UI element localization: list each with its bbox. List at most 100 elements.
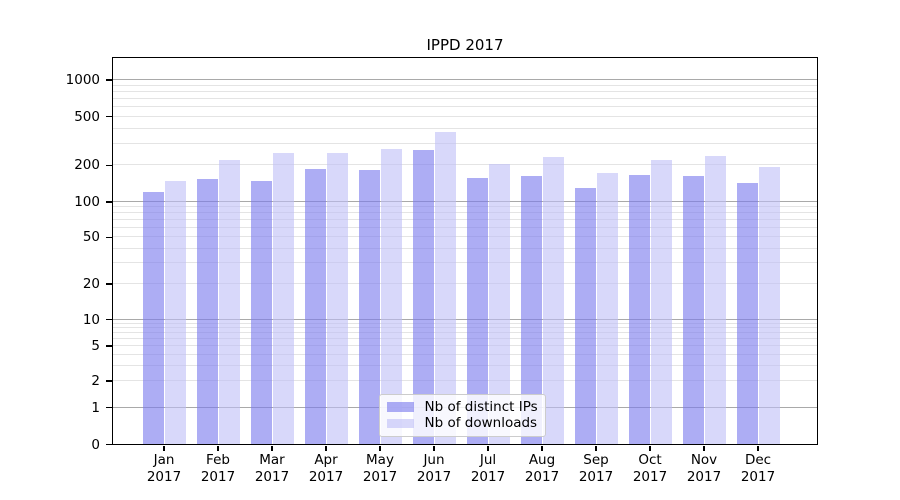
xtick-label-may: May 2017 bbox=[362, 452, 398, 485]
bar-jun-downloads bbox=[434, 132, 457, 444]
xtick-label-jun: Jun 2017 bbox=[416, 452, 452, 485]
bar-may-distinct-ips bbox=[358, 170, 381, 444]
legend-row-downloads: Nb of downloads bbox=[386, 415, 538, 432]
xtick-label-oct: Oct 2017 bbox=[632, 452, 668, 485]
bar-layer bbox=[113, 58, 817, 444]
bar-mar-distinct-ips bbox=[250, 181, 273, 444]
xtick-mark-dec bbox=[757, 446, 759, 451]
xtick-label-feb: Feb 2017 bbox=[200, 452, 236, 485]
gridline-100 bbox=[113, 201, 817, 202]
xtick-label-jan: Jan 2017 bbox=[146, 452, 182, 485]
bar-jan-downloads bbox=[164, 180, 187, 444]
bar-mar-downloads bbox=[272, 152, 295, 444]
gridline-200 bbox=[113, 164, 817, 166]
ytick-mark-0 bbox=[106, 443, 112, 446]
xtick-mark-may bbox=[379, 446, 381, 451]
ytick-label-500: 500 bbox=[74, 108, 100, 125]
gridline-5 bbox=[113, 344, 817, 346]
xtick-label-nov: Nov 2017 bbox=[686, 452, 722, 485]
legend-label-distinct-ips: Nb of distinct IPs bbox=[424, 398, 538, 415]
gridline-8 bbox=[113, 327, 817, 329]
gridline-10 bbox=[113, 318, 817, 320]
xtick-label-apr: Apr 2017 bbox=[308, 452, 344, 485]
xtick-mark-apr bbox=[325, 446, 327, 451]
chart-title: IPPD 2017 bbox=[426, 36, 504, 54]
ytick-label-200: 200 bbox=[74, 157, 100, 174]
bar-oct-distinct-ips bbox=[628, 174, 651, 444]
bar-may-downloads bbox=[380, 149, 403, 444]
bar-feb-downloads bbox=[218, 160, 241, 444]
ytick-mark-100 bbox=[106, 201, 112, 203]
xtick-label-jul: Jul 2017 bbox=[470, 452, 506, 485]
bar-nov-downloads bbox=[704, 156, 727, 444]
ytick-mark-1000 bbox=[106, 79, 112, 81]
xtick-mark-jul bbox=[487, 446, 489, 451]
bar-dec-downloads bbox=[758, 166, 781, 444]
ytick-mark-1 bbox=[106, 406, 112, 409]
xtick-mark-oct bbox=[649, 446, 651, 451]
gridline-2 bbox=[113, 380, 817, 381]
ytick-label-20: 20 bbox=[82, 276, 100, 293]
gridline-400 bbox=[113, 127, 817, 129]
ytick-mark-5 bbox=[106, 345, 112, 347]
xtick-label-aug: Aug 2017 bbox=[524, 452, 560, 485]
legend-row-distinct-ips: Nb of distinct IPs bbox=[386, 398, 538, 416]
gridline-50 bbox=[113, 236, 817, 238]
bar-feb-distinct-ips bbox=[196, 178, 219, 444]
legend: Nb of distinct IPs Nb of downloads bbox=[378, 393, 546, 437]
gridline-70 bbox=[113, 219, 817, 221]
ytick-label-0: 0 bbox=[91, 436, 100, 453]
plot-area: Nb of distinct IPs Nb of downloads bbox=[112, 57, 818, 445]
legend-swatch-downloads bbox=[386, 418, 414, 428]
xtick-mark-jan bbox=[163, 446, 165, 451]
gridline-900 bbox=[113, 84, 817, 86]
ytick-label-10: 10 bbox=[82, 311, 100, 328]
bar-nov-distinct-ips bbox=[682, 176, 705, 444]
bar-aug-distinct-ips bbox=[520, 176, 543, 444]
bar-jul-downloads bbox=[488, 164, 511, 444]
ytick-label-50: 50 bbox=[82, 229, 100, 246]
bar-jan-distinct-ips bbox=[142, 192, 165, 444]
ytick-label-1000: 1000 bbox=[65, 72, 100, 88]
xtick-mark-feb bbox=[217, 446, 219, 451]
xtick-mark-jun bbox=[433, 446, 435, 451]
gridline-80 bbox=[113, 212, 817, 214]
ytick-label-5: 5 bbox=[91, 337, 100, 354]
gridline-90 bbox=[113, 206, 817, 208]
ytick-mark-2 bbox=[106, 380, 112, 382]
gridline-600 bbox=[113, 106, 817, 108]
gridline-500 bbox=[113, 115, 817, 117]
xtick-mark-nov bbox=[703, 446, 705, 451]
bar-sep-downloads bbox=[596, 172, 619, 444]
gridline-9 bbox=[113, 322, 817, 324]
xtick-mark-aug bbox=[541, 446, 543, 451]
gridline-40 bbox=[113, 247, 817, 249]
grid-layer bbox=[113, 58, 817, 444]
legend-label-downloads: Nb of downloads bbox=[424, 415, 538, 432]
gridline-4 bbox=[113, 353, 817, 355]
gridline-60 bbox=[113, 227, 817, 229]
ytick-mark-20 bbox=[106, 283, 112, 285]
gridline-300 bbox=[113, 142, 817, 144]
gridline-6 bbox=[113, 338, 817, 340]
bar-sep-distinct-ips bbox=[574, 188, 597, 444]
gridline-800 bbox=[113, 90, 817, 92]
gridline-30 bbox=[113, 262, 817, 264]
bar-apr-downloads bbox=[326, 152, 349, 444]
legend-swatch-distinct-ips bbox=[386, 402, 414, 412]
ytick-mark-200 bbox=[106, 164, 112, 166]
gridline-7 bbox=[113, 332, 817, 334]
ytick-mark-50 bbox=[106, 236, 112, 239]
ytick-label-2: 2 bbox=[91, 373, 100, 389]
ytick-label-1: 1 bbox=[91, 399, 100, 416]
ytick-label-100: 100 bbox=[74, 194, 100, 210]
ytick-mark-10 bbox=[106, 318, 112, 321]
gridline-20 bbox=[113, 283, 817, 285]
bar-aug-downloads bbox=[542, 157, 565, 444]
bar-dec-distinct-ips bbox=[736, 183, 759, 444]
bar-apr-distinct-ips bbox=[304, 169, 327, 444]
gridline-1000 bbox=[113, 79, 817, 80]
xtick-mark-sep bbox=[595, 446, 597, 451]
xtick-label-mar: Mar 2017 bbox=[254, 452, 290, 485]
